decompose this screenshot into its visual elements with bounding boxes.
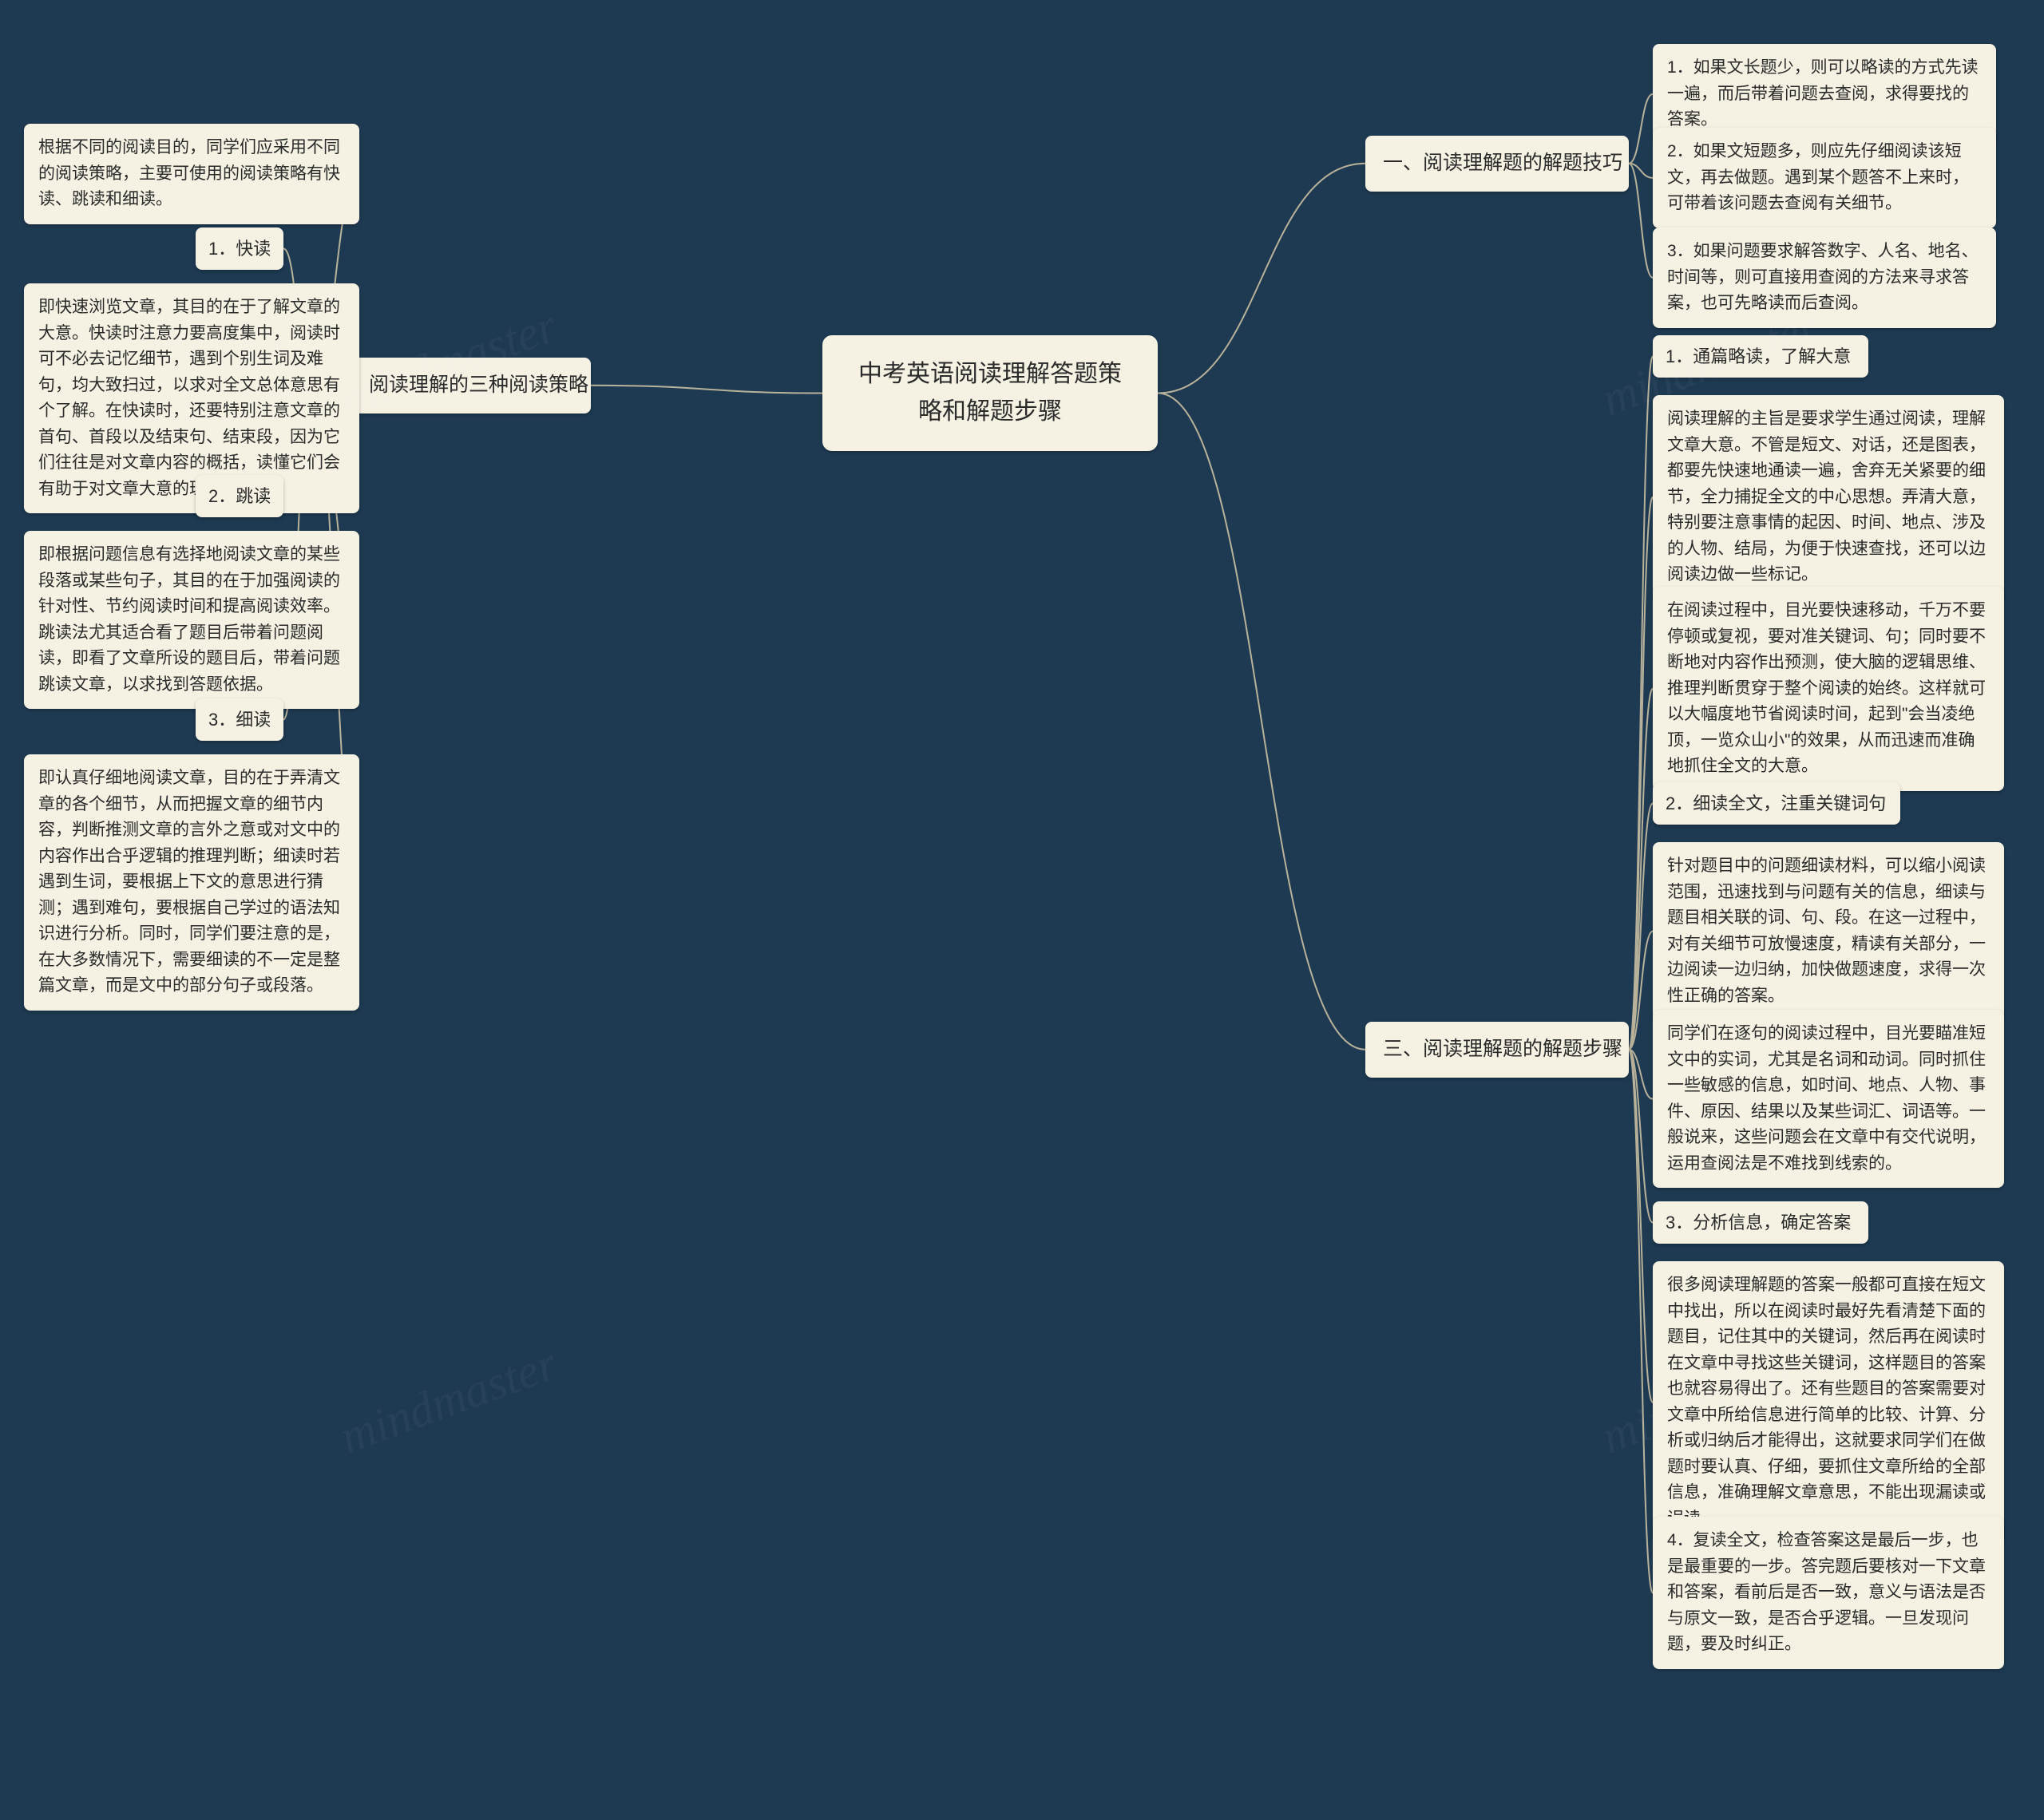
b3c5-text: 针对题目中的问题细读材料，可以缩小阅读范围，迅速找到与问题有关的信息，细读与题目…: [1667, 857, 1986, 1005]
branch-3-child-8: 很多阅读理解题的答案一般都可直接在短文中找出，所以在阅读时最好先看清楚下面的题目…: [1653, 1261, 2004, 1543]
center-node: 中考英语阅读理解答题策略和解题步骤: [822, 335, 1158, 451]
branch-2-child-6: 即认真仔细地阅读文章，目的在于弄清文章的各个细节，从而把握文章的细节内容，判断推…: [24, 754, 359, 1011]
b2c5-text: 3．细读: [208, 710, 271, 730]
b2c4-text: 即根据问题信息有选择地阅读文章的某些段落或某些句子，其目的在于加强阅读的针对性、…: [38, 545, 340, 694]
branch-3-child-2: 阅读理解的主旨是要求学生通过阅读，理解文章大意。不管是短文、对话，还是图表，都要…: [1653, 395, 2004, 599]
branch-1-child-3: 3．如果问题要求解答数字、人名、地名、时间等，则可直接用查阅的方法来寻求答案，也…: [1653, 228, 1996, 328]
branch-3: 三、阅读理解题的解题步骤: [1365, 1022, 1629, 1078]
b3c9-text: 4．复读全文，检查答案这是最后一步，也是最重要的一步。答完题后要核对一下文章和答…: [1667, 1531, 1986, 1653]
branch-2-child-3: 2．跳读: [196, 475, 283, 517]
b2c2-text: 即快速浏览文章，其目的在于了解文章的大意。快读时注意力要高度集中，阅读时可不必去…: [38, 298, 340, 498]
b3c4-text: 2．细读全文，注重关键词句: [1666, 793, 1886, 813]
branch-3-child-9: 4．复读全文，检查答案这是最后一步，也是最重要的一步。答完题后要核对一下文章和答…: [1653, 1517, 2004, 1669]
watermark: mindmaster: [333, 1336, 564, 1466]
branch-1-child-1-text: 1．如果文长题少，则可以略读的方式先读一遍，而后带着问题去查阅，求得要找的答案。: [1667, 58, 1979, 129]
b3c3-text: 在阅读过程中，目光要快速移动，千万不要停顿或复视，要对准关键词、句；同时要不断地…: [1667, 601, 1986, 775]
branch-2-child-2: 即快速浏览文章，其目的在于了解文章的大意。快读时注意力要高度集中，阅读时可不必去…: [24, 283, 359, 513]
branch-3-child-4: 2．细读全文，注重关键词句: [1653, 782, 1900, 825]
b3c6-text: 同学们在逐句的阅读过程中，目光要瞄准短文中的实词，尤其是名词和动词。同时抓住一些…: [1667, 1024, 1986, 1173]
branch-1-label: 一、阅读理解题的解题技巧: [1383, 152, 1622, 174]
branch-3-child-5: 针对题目中的问题细读材料，可以缩小阅读范围，迅速找到与问题有关的信息，细读与题目…: [1653, 842, 2004, 1020]
branch-1: 一、阅读理解题的解题技巧: [1365, 136, 1629, 192]
branch-2-child-5: 3．细读: [196, 698, 283, 741]
b2c3-text: 2．跳读: [208, 486, 271, 506]
branch-2-label: 二、阅读理解的三种阅读策略: [329, 374, 588, 396]
center-text: 中考英语阅读理解答题策略和解题步骤: [858, 361, 1122, 425]
b2c0-text: 根据不同的阅读目的，同学们应采用不同的阅读策略，主要可使用的阅读策略有快读、跳读…: [38, 138, 340, 208]
b3c8-text: 很多阅读理解题的答案一般都可直接在短文中找出，所以在阅读时最好先看清楚下面的题目…: [1667, 1276, 1986, 1528]
branch-1-child-2: 2．如果文短题多，则应先仔细阅读该短文，再去做题。遇到某个题答不上来时，可带着该…: [1653, 128, 1996, 228]
b2c6-text: 即认真仔细地阅读文章，目的在于弄清文章的各个细节，从而把握文章的细节内容，判断推…: [38, 769, 340, 995]
branch-3-child-7: 3．分析信息，确定答案: [1653, 1201, 1868, 1244]
branch-1-child-3-text: 3．如果问题要求解答数字、人名、地名、时间等，则可直接用查阅的方法来寻求答案，也…: [1667, 242, 1979, 312]
branch-2-child-0: 根据不同的阅读目的，同学们应采用不同的阅读策略，主要可使用的阅读策略有快读、跳读…: [24, 124, 359, 224]
branch-2-child-1: 1．快读: [196, 228, 283, 270]
branch-1-child-2-text: 2．如果文短题多，则应先仔细阅读该短文，再去做题。遇到某个题答不上来时，可带着该…: [1667, 142, 1969, 212]
b3c7-text: 3．分析信息，确定答案: [1666, 1213, 1851, 1232]
branch-2-child-4: 即根据问题信息有选择地阅读文章的某些段落或某些句子，其目的在于加强阅读的针对性、…: [24, 531, 359, 709]
branch-3-child-1: 1．通篇略读，了解大意: [1653, 335, 1868, 378]
branch-3-label: 三、阅读理解题的解题步骤: [1383, 1038, 1622, 1060]
b3c1-text: 1．通篇略读，了解大意: [1666, 346, 1851, 366]
b3c2-text: 阅读理解的主旨是要求学生通过阅读，理解文章大意。不管是短文、对话，还是图表，都要…: [1667, 410, 1986, 584]
b2c1-text: 1．快读: [208, 239, 271, 259]
branch-3-child-3: 在阅读过程中，目光要快速移动，千万不要停顿或复视，要对准关键词、句；同时要不断地…: [1653, 587, 2004, 791]
branch-3-child-6: 同学们在逐句的阅读过程中，目光要瞄准短文中的实词，尤其是名词和动词。同时抓住一些…: [1653, 1010, 2004, 1188]
